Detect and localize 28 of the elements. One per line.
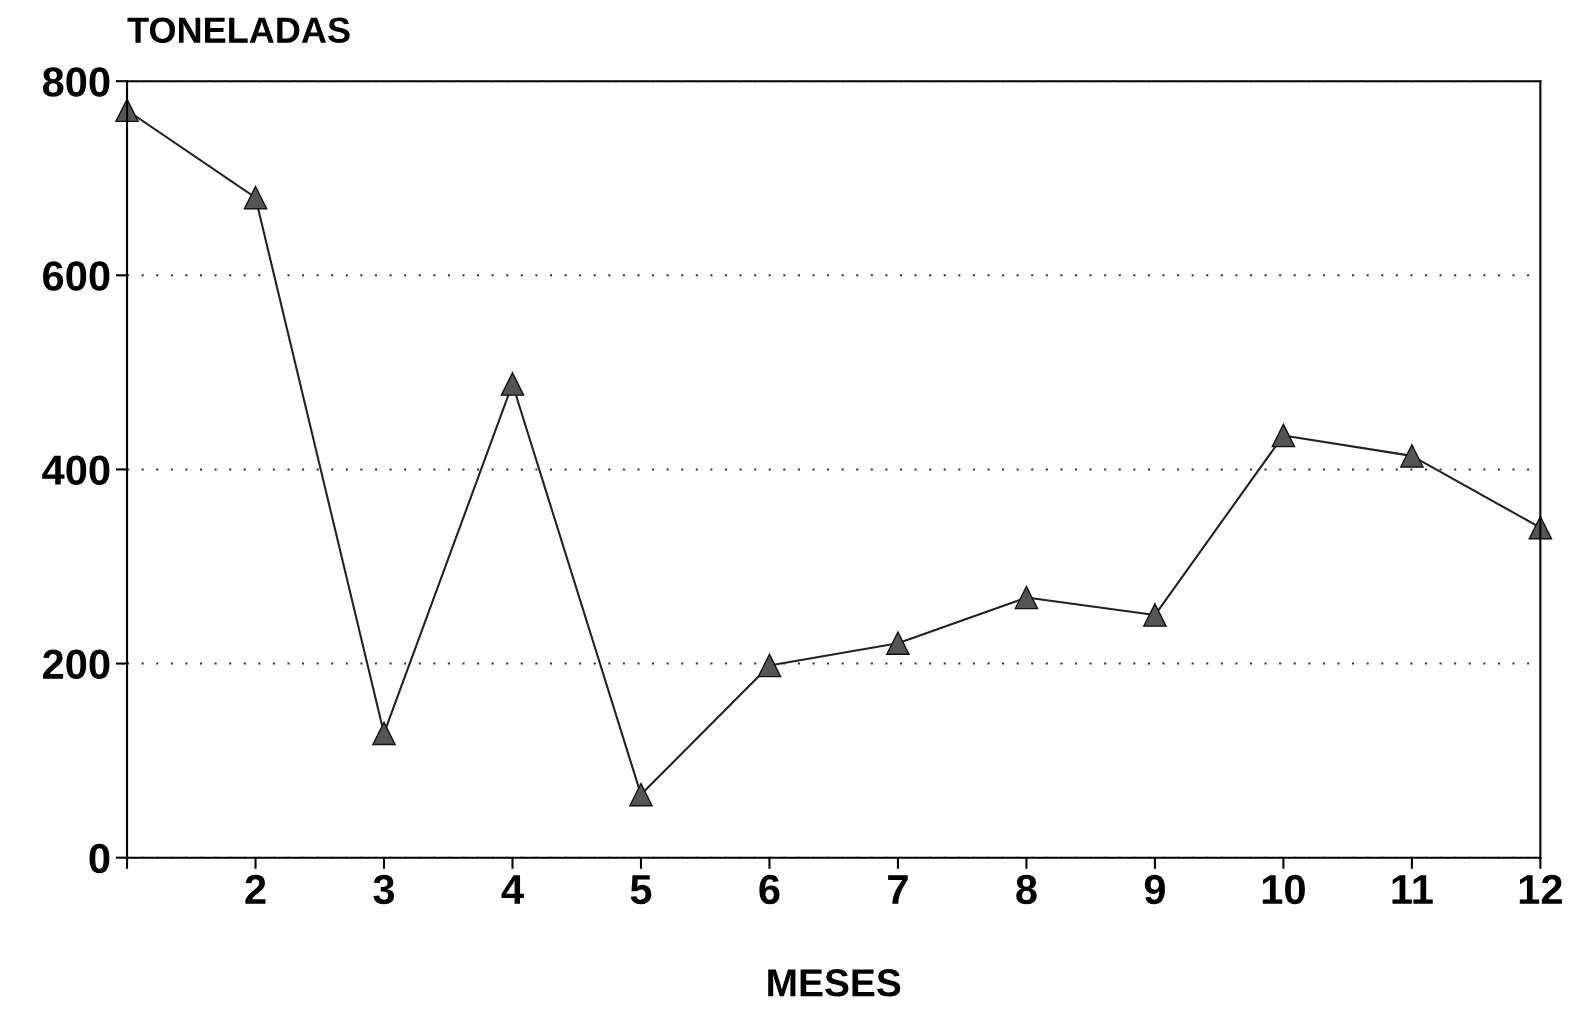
point [372,721,396,746]
y-tick-label: 400 [42,455,110,485]
point [243,185,268,210]
y-tick-label: 800 [42,67,110,97]
point [1143,603,1167,627]
x-axis-title: MESES [768,969,901,997]
point [757,653,782,678]
x-tick-label: 3 [373,874,395,905]
point [500,372,525,396]
y-axis-title: TONELADAS [127,17,350,43]
x-tick-label: 9 [1144,874,1165,905]
point [629,782,653,807]
y-tick-label: 200 [43,649,110,680]
y-tick-label: 600 [43,261,110,291]
y-tick-label: 0 [89,843,110,874]
point [886,631,910,655]
x-tick-label: 7 [888,875,908,904]
point [1271,423,1296,448]
x-tick-label: 8 [1016,874,1037,905]
point [1014,585,1039,610]
x-tick-label: 4 [501,875,524,904]
x-tick-label: 11 [1392,875,1433,904]
x-tick-label: 10 [1262,874,1305,905]
x-tick-label: 6 [759,874,780,905]
x-tick-label: 2 [245,874,266,904]
x-tick-label: 12 [1519,874,1562,904]
x-tick-label: 5 [630,875,652,905]
point [1400,444,1424,468]
